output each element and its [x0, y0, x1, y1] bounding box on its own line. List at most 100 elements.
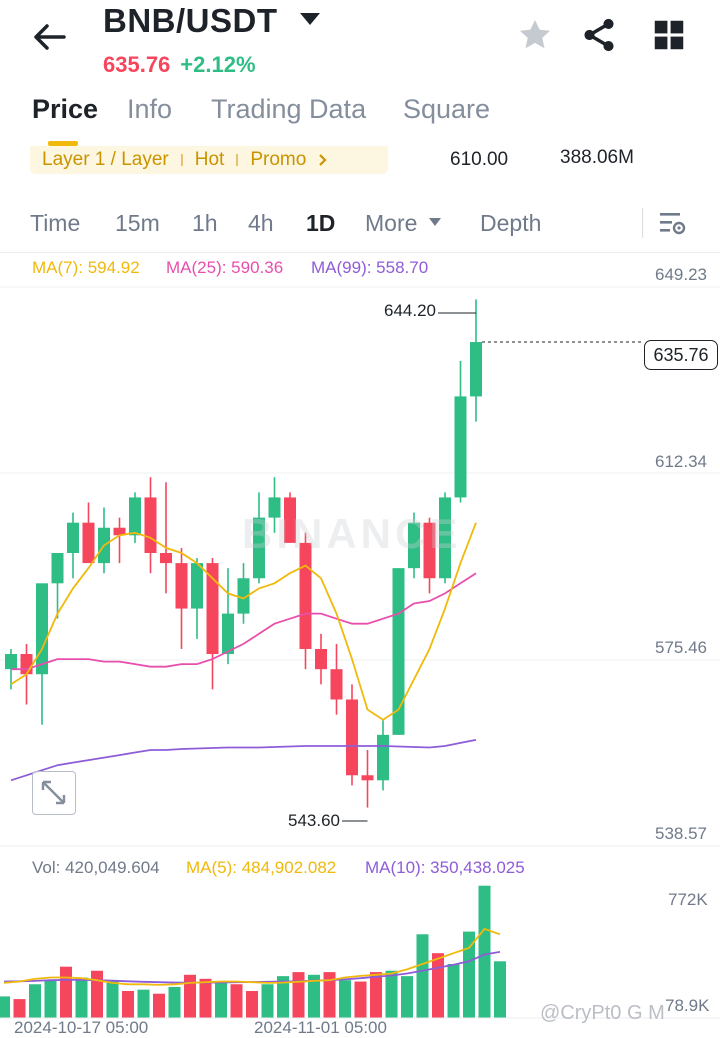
volume-axis-label: 78.9K [665, 996, 710, 1015]
volume-bar [478, 885, 491, 1018]
caret-down-icon [428, 218, 441, 226]
tag-strip[interactable]: Layer 1 / Layer Hot Promo [30, 146, 388, 174]
tag-hot[interactable]: Hot [194, 149, 225, 170]
candle-body [253, 517, 265, 579]
price-axis-label: 575.46 [655, 638, 707, 657]
vol-ma10-legend: MA(10): 350,438.025 [365, 858, 525, 877]
expand-icon [41, 780, 66, 805]
volume-bar [153, 993, 165, 1018]
pair-title[interactable]: BNB/USDT [103, 2, 278, 39]
stat-high: 610.00 [450, 149, 509, 170]
interval-15m[interactable]: 15m [115, 210, 160, 236]
vol-ma5-legend: MA(5): 484,902.082 [186, 858, 337, 877]
candle-body [315, 648, 327, 670]
favorite-button[interactable] [516, 16, 554, 54]
caret-down-icon[interactable] [299, 12, 321, 31]
volume-bar [308, 974, 320, 1018]
interval-1d[interactable]: 1D [306, 210, 336, 236]
share-button[interactable] [580, 16, 618, 54]
ma7-legend: MA(7): 594.92 [32, 258, 140, 277]
candle-body [129, 497, 141, 536]
candle-body [454, 396, 467, 498]
ma7-line [10, 522, 477, 721]
volume-bar [447, 964, 460, 1018]
volume-bar [401, 976, 413, 1018]
volume-legend: Vol: 420,049.604 [32, 858, 160, 877]
share-icon [584, 18, 614, 52]
date-axis-label: 2024-11-01 05:00 [254, 1018, 387, 1037]
chevron-right-icon [319, 154, 327, 166]
candle-body [113, 527, 126, 536]
interval-4h[interactable]: 4h [248, 210, 274, 236]
tag-layer[interactable]: Layer 1 / Layer [42, 149, 169, 170]
interval-more[interactable]: More [365, 210, 442, 237]
date-axis-label: 2024-10-17 05:00 [14, 1018, 149, 1037]
candle-body [160, 552, 172, 564]
interval-1h[interactable]: 1h [192, 210, 218, 236]
volume-bar [0, 996, 10, 1018]
volume-bar [215, 982, 227, 1018]
tag-promo[interactable]: Promo [250, 149, 307, 170]
tab-info[interactable]: Info [127, 94, 173, 124]
price-axis-label: 649.23 [655, 265, 707, 284]
volume-bar [370, 972, 382, 1018]
volume-bar [416, 934, 429, 1018]
volume-bar [277, 976, 289, 1018]
volume-bar [463, 931, 475, 1018]
volume-bar [230, 984, 243, 1018]
volume-bar [13, 999, 26, 1018]
volume-bar [75, 977, 88, 1018]
candle-body [361, 775, 374, 781]
volume-bar [292, 972, 305, 1018]
volume-bar [354, 981, 367, 1018]
active-tab-indicator [48, 141, 78, 146]
candle-body [144, 497, 157, 553]
high-annotation: 644.20 [384, 301, 436, 320]
ma99-line [10, 739, 477, 782]
volume-bar [122, 991, 134, 1018]
candle-body [423, 522, 436, 579]
volume-bar [199, 978, 212, 1018]
price-axis-label: 538.57 [655, 824, 707, 843]
tag-divider [180, 154, 183, 166]
candle-body [82, 522, 95, 564]
binance-watermark: BINANCE [242, 510, 462, 557]
tab-trading-data[interactable]: Trading Data [211, 94, 367, 124]
toolbar-divider [642, 208, 643, 238]
change-percent: +2.12% [180, 52, 256, 77]
candle-body [470, 342, 482, 397]
candle-body [20, 654, 33, 675]
expand-chart-button[interactable] [32, 771, 76, 815]
candle-body [330, 669, 343, 700]
candle-body [5, 654, 17, 670]
volume-bar [44, 980, 57, 1018]
ma25-line [11, 572, 477, 671]
volume-axis-label: 772K [668, 890, 708, 909]
candle-body [206, 563, 219, 655]
tag-divider [236, 154, 239, 166]
grid-menu-button[interactable] [650, 16, 688, 54]
interval-depth[interactable]: Depth [480, 210, 542, 236]
volume-bar [137, 989, 150, 1018]
volume-bar [385, 970, 398, 1018]
volume-bar [168, 986, 181, 1018]
tab-square[interactable]: Square [403, 94, 491, 124]
current-price-tag: 635.76 [644, 340, 718, 370]
interval-time[interactable]: Time [30, 210, 81, 236]
volume-bar [106, 980, 119, 1018]
tab-price[interactable]: Price [32, 94, 99, 124]
candle-body [346, 699, 358, 776]
star-icon [519, 19, 551, 49]
low-annotation: 543.60 [288, 811, 340, 830]
candle-body [222, 613, 234, 655]
candle-body [36, 583, 48, 675]
chart-settings-button[interactable] [655, 206, 689, 240]
back-button[interactable] [26, 14, 72, 60]
price-axis-label: 612.34 [655, 452, 707, 471]
grid-icon [654, 20, 684, 50]
candle-body [237, 578, 250, 614]
candle-body [191, 563, 203, 609]
candle-body [51, 552, 64, 584]
arrow-left-icon [34, 24, 66, 50]
